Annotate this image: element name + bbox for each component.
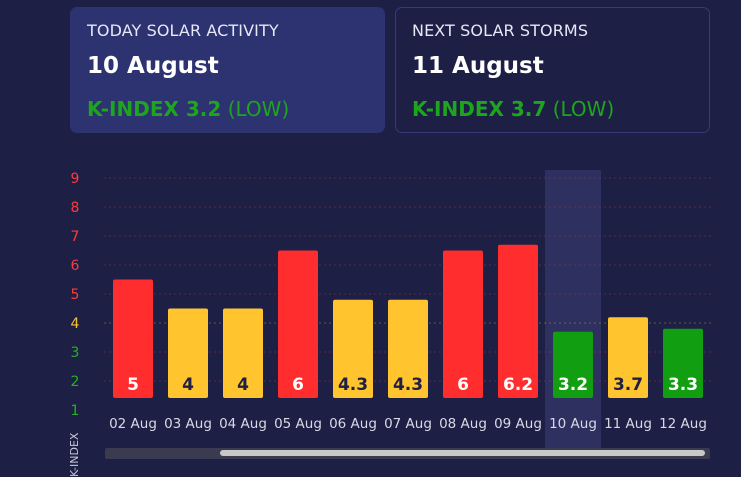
kindex-bar[interactable] [333,299,373,398]
today-kindex-value: K-INDEX 3.2 [87,97,222,121]
x-tick-label: 10 Aug [549,416,597,432]
today-activity-card: TODAY SOLAR ACTIVITY 10 August K-INDEX 3… [70,7,385,133]
x-tick-label: 11 Aug [604,416,652,432]
bar-value-label: 6 [292,375,304,395]
x-tick-label: 12 Aug [659,416,707,432]
bar-value-label: 4 [237,375,249,395]
x-tick-label: 06 Aug [329,416,377,432]
kindex-bar[interactable] [168,308,208,399]
x-tick-label: 09 Aug [494,416,542,432]
kindex-bar-chart: 1 2 3 4 5 6 7 8 9 K-INDEX 5 02 Aug 4 03 Aug 4 04 Aug 6 05… [68,170,712,477]
next-kindex-line: K-INDEX 3.7 (LOW) [412,97,614,121]
y-tick-label: 4 [71,316,80,332]
bar-value-label: 3.3 [668,375,698,395]
y-tick-label: 8 [71,200,80,216]
next-storms-card[interactable]: NEXT SOLAR STORMS 11 August K-INDEX 3.7 … [395,7,710,133]
x-tick-label: 05 Aug [274,416,322,432]
today-kindex-level: (LOW) [227,97,290,121]
bar-value-label: 3.7 [613,375,643,395]
x-tick-label: 04 Aug [219,416,267,432]
bar-value-label: 4.3 [393,375,423,395]
x-tick-label: 02 Aug [109,416,157,432]
bar-value-label: 6 [457,375,469,395]
today-kindex-line: K-INDEX 3.2 (LOW) [87,97,289,121]
today-activity-date: 10 August [87,53,219,79]
kindex-bar[interactable] [223,308,263,399]
bar-value-label: 5 [127,375,139,395]
kindex-bar[interactable] [663,328,703,398]
kindex-bar[interactable] [388,299,428,398]
x-tick-label: 07 Aug [384,416,432,432]
y-tick-label: 7 [71,229,80,245]
x-tick-label: 08 Aug [439,416,487,432]
chart-scrollbar-thumb[interactable] [220,450,705,456]
kindex-bar[interactable] [553,331,593,398]
y-axis-label: K-INDEX [68,432,81,477]
y-tick-label: 2 [71,374,80,390]
y-tick-label: 6 [71,258,80,274]
kindex-bar[interactable] [443,250,483,399]
next-kindex-value: K-INDEX 3.7 [412,97,547,121]
kindex-bar[interactable] [278,250,318,399]
next-storms-label: NEXT SOLAR STORMS [412,21,589,40]
y-tick-label: 9 [71,171,80,187]
chart-scrollbar[interactable] [105,448,710,459]
y-tick-label: 1 [71,403,80,419]
y-tick-label: 5 [71,287,80,303]
today-activity-label: TODAY SOLAR ACTIVITY [87,21,279,40]
bar-value-label: 3.2 [558,375,588,395]
next-storms-date: 11 August [412,53,544,79]
selected-day-highlight [545,170,601,458]
y-tick-label: 3 [71,345,80,361]
kindex-bar[interactable] [498,244,538,398]
next-kindex-level: (LOW) [552,97,615,121]
kindex-bar[interactable] [608,317,648,398]
bar-value-label: 4.3 [338,375,368,395]
x-tick-label: 03 Aug [164,416,212,432]
kindex-bar[interactable] [113,279,153,399]
bar-value-label: 6.2 [503,375,533,395]
bar-value-label: 4 [182,375,194,395]
